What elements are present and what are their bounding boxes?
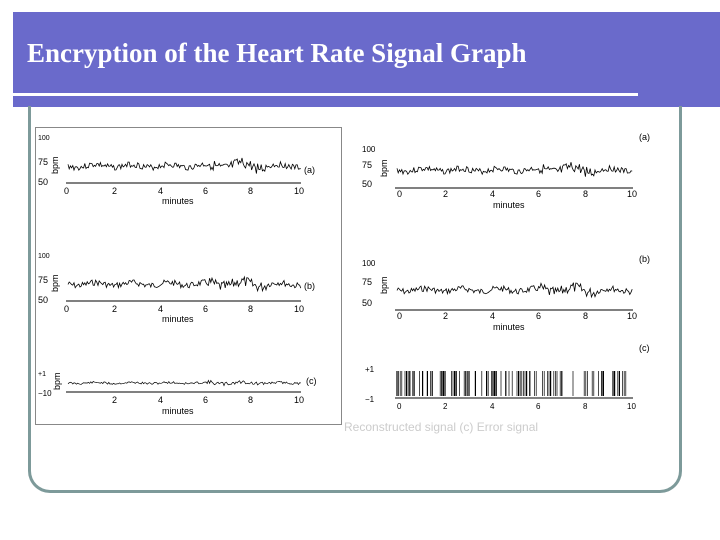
x-axis-label: minutes [162,314,194,324]
content-frame [28,106,682,493]
x-axis-label: minutes [493,200,525,210]
left-figure-svg: 100 75 50 bpm (a) 0 2 4 6 8 10 minutes 1… [38,135,317,416]
x-tick: 0 [64,186,69,196]
x-tick: 6 [203,395,208,405]
left-plot-a: 100 75 50 bpm (a) 0 2 4 6 8 10 minutes [38,135,315,206]
error-trace [67,379,301,387]
x-tick: 10 [294,395,304,405]
x-tick: 2 [443,311,448,321]
left-plot-c: +1 −10 bpm (c) 2 4 6 8 10 minutes [38,371,317,416]
y-axis-label: bpm [379,159,389,177]
x-tick: 10 [627,402,636,411]
right-plot-c: (c) +1 −1 0 2 4 6 8 10 [365,343,650,411]
y-tick-100: 100 [362,145,376,154]
err-tick-minus: −10 [38,389,52,398]
x-tick: 6 [536,189,541,199]
x-tick: 4 [158,395,163,405]
x-tick: 0 [397,311,402,321]
err-tick-plus: +1 [38,371,46,378]
plot-label-c: (c) [639,343,650,353]
err-tick-plus: +1 [365,365,375,374]
x-tick: 6 [536,311,541,321]
left-plot-b: 100 75 50 bpm (b) 0 2 4 6 8 10 minutes [38,253,315,324]
x-tick: 4 [490,189,495,199]
y-tick-75: 75 [38,275,48,285]
right-plot-b: (b) 100 75 50 bpm 0 2 4 6 8 10 minutes [362,254,650,332]
x-tick: 8 [248,186,253,196]
heart-rate-trace [396,282,633,299]
x-tick: 2 [112,304,117,314]
x-tick: 8 [583,189,588,199]
plot-label-b: (b) [639,254,650,264]
x-tick: 10 [627,311,637,321]
original-signal-figure: 100 75 50 bpm (a) 0 2 4 6 8 10 minutes 1… [35,127,342,425]
x-tick: 2 [112,186,117,196]
right-plot-a: (a) 100 75 50 bpm 0 2 4 6 8 10 minutes [362,132,650,210]
x-tick: 2 [443,402,448,411]
x-tick: 6 [536,402,541,411]
x-tick: 4 [158,304,163,314]
y-tick-75: 75 [362,160,372,170]
x-tick: 0 [397,189,402,199]
x-tick: 2 [443,189,448,199]
title-underline [13,93,638,96]
y-axis-label: bpm [52,372,62,390]
figure-caption-partial: Reconstructed signal (c) Error signal [344,420,539,434]
slide-title: Encryption of the Heart Rate Signal Grap… [27,38,527,68]
heart-rate-trace [396,162,633,177]
plot-label-a: (a) [304,165,315,175]
x-tick: 10 [627,189,637,199]
heart-rate-trace [67,157,301,174]
x-tick: 6 [203,186,208,196]
x-tick: 8 [248,304,253,314]
x-axis-label: minutes [162,196,194,206]
x-tick: 8 [583,311,588,321]
y-axis-label: bpm [379,276,389,294]
x-tick: 10 [294,304,304,314]
x-tick: 6 [203,304,208,314]
y-tick-100: 100 [38,253,50,260]
right-figure-svg: (a) 100 75 50 bpm 0 2 4 6 8 10 minutes (… [362,132,650,411]
y-axis-label: bpm [50,156,60,174]
plot-label-c: (c) [306,376,317,386]
y-tick-75: 75 [362,277,372,287]
y-tick-100: 100 [38,135,50,142]
err-tick-minus: −1 [365,395,375,404]
x-tick: 2 [112,395,117,405]
x-tick: 4 [490,311,495,321]
x-tick: 10 [294,186,304,196]
reconstructed-signal-figure: (a) 100 75 50 bpm 0 2 4 6 8 10 minutes (… [343,122,650,422]
title-bar [13,12,720,107]
x-tick: 4 [158,186,163,196]
x-tick: 0 [64,304,69,314]
x-tick: 4 [490,402,495,411]
encrypted-error-signal [396,371,627,396]
x-tick: 8 [583,402,588,411]
x-tick: 8 [248,395,253,405]
plot-label-a: (a) [639,132,650,142]
heart-rate-trace [67,275,302,293]
x-axis-label: minutes [162,406,194,416]
y-tick-100: 100 [362,259,376,268]
y-tick-75: 75 [38,157,48,167]
y-tick-50: 50 [362,179,372,189]
y-tick-50: 50 [38,177,48,187]
x-axis-label: minutes [493,322,525,332]
y-tick-50: 50 [38,295,48,305]
y-axis-label: bpm [50,274,60,292]
x-tick: 0 [397,402,402,411]
plot-label-b: (b) [304,281,315,291]
y-tick-50: 50 [362,298,372,308]
